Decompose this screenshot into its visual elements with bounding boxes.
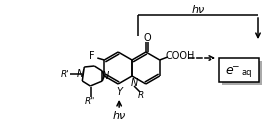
Text: aq: aq (241, 67, 251, 76)
Text: R: R (138, 90, 144, 100)
Text: Y: Y (116, 87, 122, 97)
Text: O: O (143, 33, 151, 43)
Text: R": R" (85, 96, 95, 106)
Text: e: e (225, 64, 233, 76)
Text: −: − (231, 61, 239, 71)
Text: R': R' (61, 69, 70, 79)
Text: N: N (102, 71, 109, 81)
Bar (219, 58, 259, 82)
Text: N: N (77, 69, 84, 79)
Bar (222, 61, 262, 85)
Text: F: F (90, 51, 95, 61)
Text: COOH: COOH (165, 51, 194, 61)
Text: hν: hν (113, 111, 126, 121)
Text: hν: hν (191, 5, 205, 15)
Text: N: N (130, 78, 138, 88)
